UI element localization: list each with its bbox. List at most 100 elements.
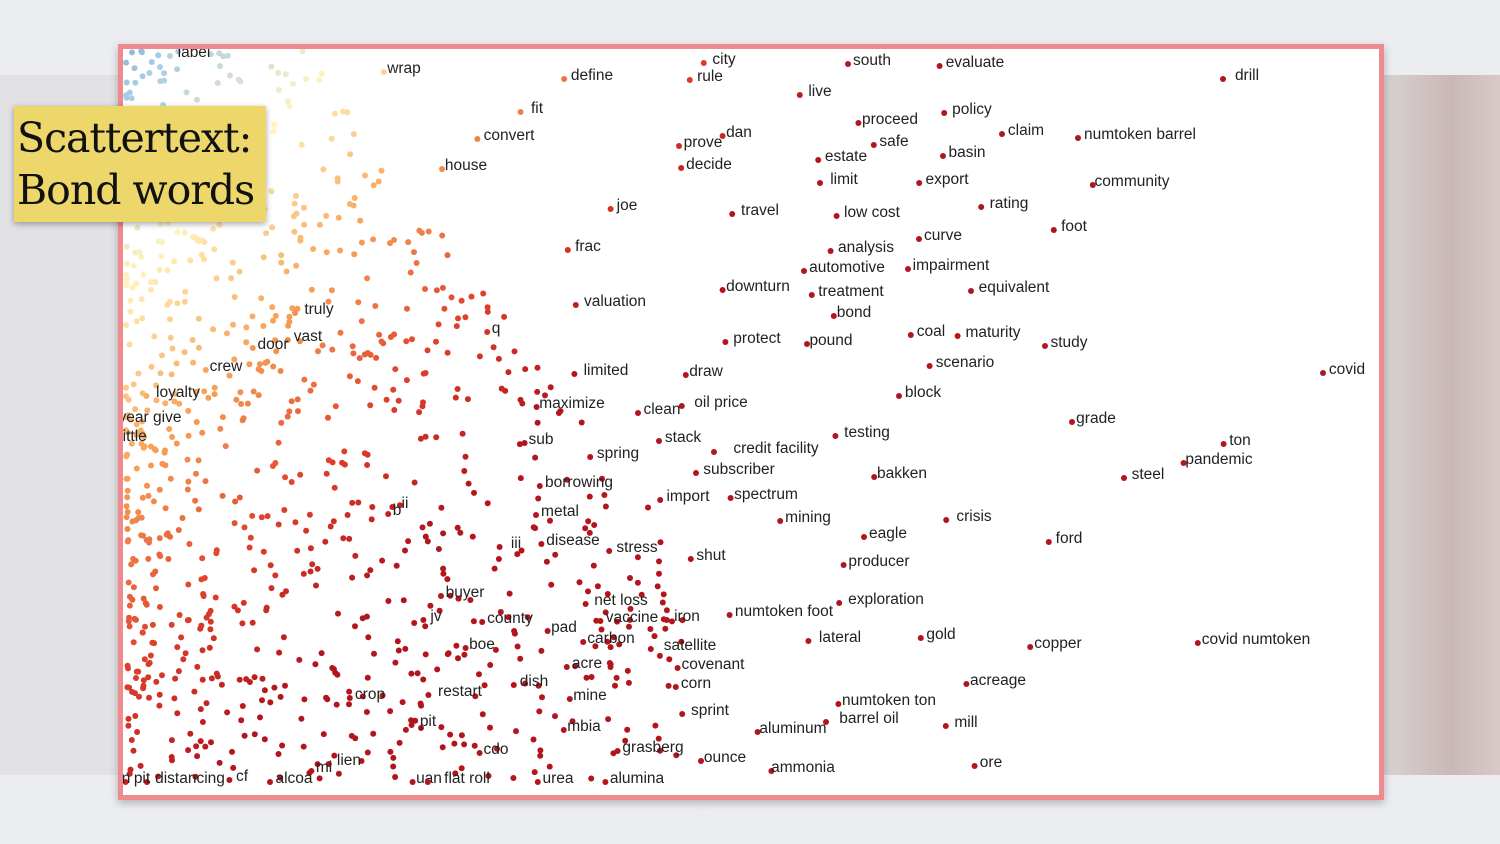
background-point	[135, 515, 142, 521]
background-point	[402, 547, 408, 554]
background-point	[231, 294, 238, 300]
background-point	[605, 716, 612, 723]
background-point	[151, 640, 158, 647]
background-point	[310, 246, 317, 252]
background-point	[150, 498, 157, 505]
term-label: crop	[355, 686, 385, 703]
background-point	[660, 591, 667, 598]
background-point	[365, 634, 372, 641]
background-point	[130, 381, 137, 388]
background-point	[166, 426, 173, 432]
term-point	[941, 110, 948, 116]
background-point	[133, 465, 140, 472]
background-point	[458, 765, 465, 772]
background-point	[185, 478, 192, 485]
term-label: boe	[469, 636, 495, 653]
background-point	[155, 238, 162, 245]
background-point	[490, 344, 497, 351]
background-point	[363, 709, 370, 715]
background-point	[334, 178, 341, 185]
background-point	[124, 684, 131, 691]
background-point	[269, 224, 276, 231]
background-point	[627, 605, 634, 612]
background-point	[238, 717, 245, 724]
background-point	[192, 773, 199, 780]
term-point	[635, 410, 641, 416]
term-label: alcoa	[275, 770, 312, 787]
background-point	[588, 775, 595, 782]
background-point	[418, 725, 424, 731]
background-point	[205, 394, 212, 401]
term-point	[1320, 370, 1326, 376]
background-point	[231, 356, 238, 363]
background-point	[325, 298, 332, 305]
term-label: ammonia	[771, 759, 835, 776]
background-point	[128, 416, 135, 423]
background-point	[131, 65, 138, 72]
background-point	[243, 324, 250, 331]
term-point	[1050, 227, 1057, 233]
background-point	[176, 612, 183, 618]
background-point	[592, 643, 599, 650]
background-point	[522, 680, 529, 687]
background-point	[182, 650, 189, 657]
background-point	[199, 555, 206, 562]
term-label: b	[393, 502, 402, 519]
term-point	[971, 763, 978, 769]
background-point	[294, 396, 301, 403]
background-point	[157, 220, 164, 227]
background-point	[314, 761, 321, 768]
term-label: curve	[924, 227, 962, 244]
background-point	[301, 204, 307, 211]
term-point	[425, 692, 432, 698]
background-point	[417, 435, 424, 442]
background-point	[585, 588, 591, 595]
background-point	[328, 135, 335, 142]
background-point	[284, 98, 291, 105]
term-point	[835, 701, 842, 707]
background-point	[167, 316, 173, 323]
background-point	[229, 748, 235, 755]
background-point	[156, 691, 163, 698]
background-point	[124, 260, 130, 267]
background-point	[308, 286, 315, 293]
background-point	[286, 313, 293, 320]
background-point	[211, 246, 218, 253]
background-point	[416, 409, 423, 416]
background-point	[233, 396, 240, 403]
background-point	[275, 69, 282, 76]
term-label: drill	[1235, 67, 1259, 84]
background-point	[231, 520, 238, 527]
background-point	[258, 514, 265, 521]
background-point	[358, 239, 365, 246]
background-point	[135, 509, 142, 516]
background-point	[552, 551, 559, 558]
background-point	[414, 670, 421, 677]
background-point	[297, 237, 304, 244]
background-point	[498, 385, 505, 392]
term-label: house	[445, 157, 487, 174]
background-point	[157, 64, 163, 70]
term-label: dish	[520, 673, 548, 690]
background-point	[599, 475, 605, 482]
background-point	[178, 634, 185, 641]
background-point	[151, 333, 158, 340]
background-point	[403, 377, 410, 384]
background-point	[314, 565, 321, 572]
background-point	[174, 300, 181, 307]
background-point	[586, 529, 593, 536]
term-point	[580, 639, 587, 645]
background-point	[662, 625, 669, 632]
background-point	[335, 214, 342, 221]
background-point	[156, 486, 163, 493]
background-point	[206, 644, 213, 651]
term-label: mi	[316, 759, 332, 776]
background-point	[236, 494, 243, 501]
term-point	[963, 681, 970, 687]
background-point	[286, 318, 293, 325]
background-point	[306, 511, 313, 518]
term-point	[1075, 135, 1081, 141]
background-point	[182, 288, 189, 295]
background-panel-right	[1380, 75, 1500, 775]
background-point	[275, 439, 282, 446]
